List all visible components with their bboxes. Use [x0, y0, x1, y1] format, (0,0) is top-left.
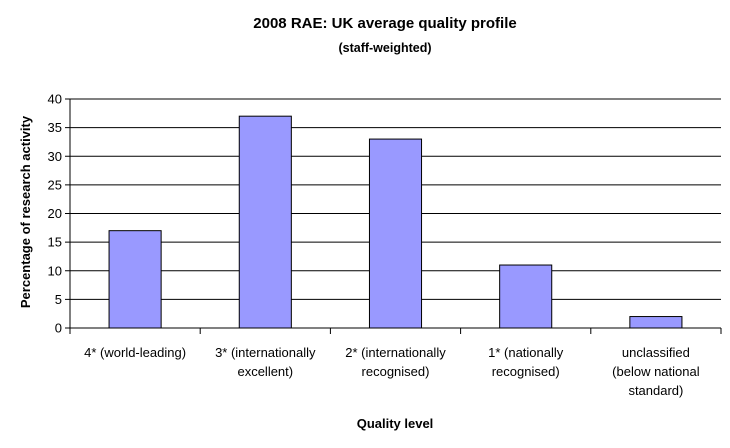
y-axis-title: Percentage of research activity [18, 115, 33, 308]
y-tick-label: 30 [48, 149, 62, 164]
y-tick-label: 20 [48, 206, 62, 221]
bars [108, 115, 683, 329]
bar-1 [108, 230, 162, 329]
y-tick-label: 0 [55, 321, 62, 336]
x-category-label-line: 4* (world-leading) [84, 345, 186, 360]
chart-title: 2008 RAE: UK average quality profile [253, 15, 516, 32]
bar-3 [368, 138, 423, 329]
y-tick-label: 35 [48, 120, 62, 135]
x-category-label: 1* (nationally recognised) [488, 345, 564, 379]
x-axis-title: Quality level [357, 416, 434, 431]
x-category-label-line: 2* (internationally [345, 345, 446, 360]
y-tick-label: 10 [48, 263, 62, 278]
chart-subtitle: (staff-weighted) [338, 41, 431, 55]
bar-4 [499, 264, 553, 329]
x-category-label-line: recognised) [492, 364, 560, 379]
x-category-label: 4* (world-leading) [84, 345, 186, 360]
y-tick-label: 40 [48, 92, 62, 107]
x-category-label-line: unclassified [622, 345, 690, 360]
x-category-label-line: recognised) [362, 364, 430, 379]
y-tick-label: 25 [48, 177, 62, 192]
x-category-label: 2* (internationally recognised) [345, 345, 446, 379]
bar-2 [238, 115, 292, 329]
x-category-label: unclassified (below national standard) [612, 345, 700, 398]
y-tick-label: 15 [48, 235, 62, 250]
x-category-label-line: (below national [612, 364, 700, 379]
x-category-label-line: 1* (nationally [488, 345, 564, 360]
x-axis-categories: 4* (world-leading) 3* (internationally exc… [69, 328, 722, 398]
x-category-label-line: standard) [628, 383, 683, 398]
x-category-label: 3* (internationally excellent) [215, 345, 316, 379]
bar-5 [629, 316, 683, 329]
x-category-label-line: 3* (internationally [215, 345, 316, 360]
x-category-label-line: excellent) [237, 364, 293, 379]
y-axis-ticks: 0 5 10 15 20 25 30 35 40 [48, 92, 70, 336]
y-tick-label: 5 [55, 292, 62, 307]
